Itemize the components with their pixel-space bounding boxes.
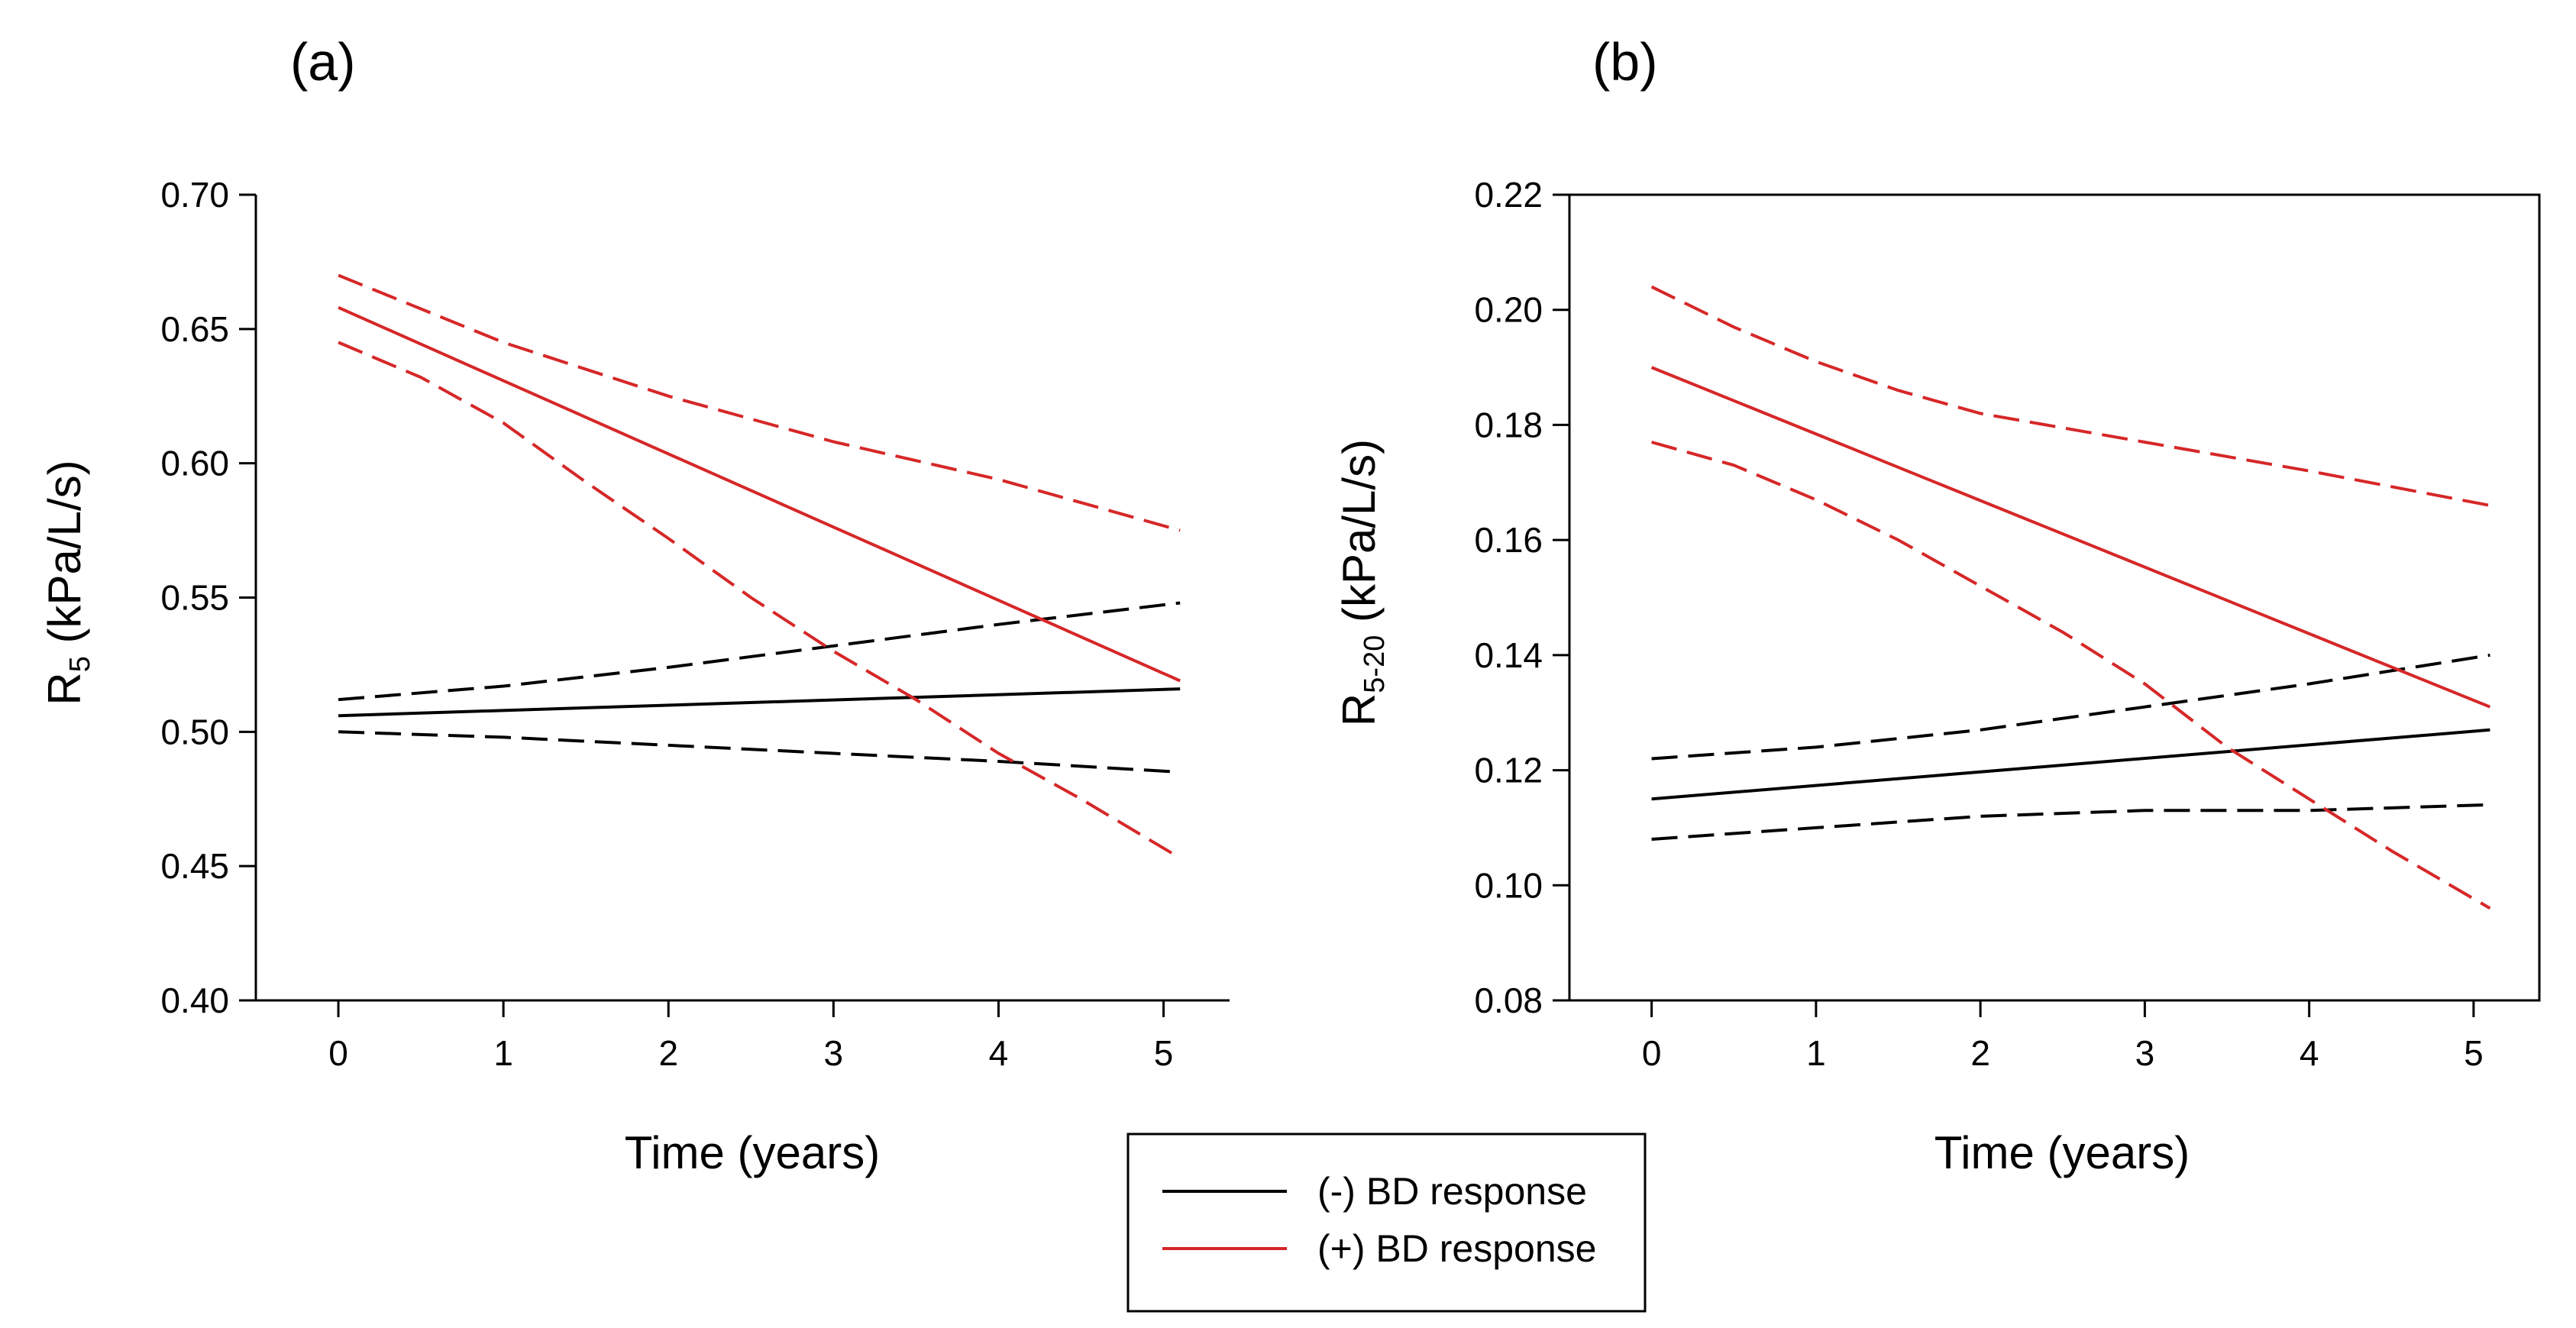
y-tick-label-b: 0.16 — [1474, 520, 1543, 560]
x-tick-label-a: 0 — [328, 1033, 348, 1073]
plot-area-b: 0.08 0.10 0.12 0.14 0.16 0.18 0.20 0.22 0 1 2 3 4 5 — [1474, 175, 2541, 1073]
series-line-b-pos-ci_lower — [1651, 441, 2491, 910]
chart-panel-b: (b) 0.08 0.10 0.12 0.14 0.16 0.18 0.20 0.22 0 1 2 3… — [1333, 32, 2541, 1178]
y-tick-label-b: 0.20 — [1474, 290, 1543, 330]
series-line-b-neg-ci_upper — [1651, 653, 2490, 761]
y-axis-title-b-main: R — [1333, 693, 1385, 726]
legend: (-) BD response (+) BD response — [1126, 1133, 1647, 1313]
x-axis-title-b: Time (years) — [1934, 1127, 2190, 1178]
x-tick-label-b: 3 — [2135, 1033, 2155, 1073]
y-tick-label-a: 0.60 — [160, 444, 229, 483]
y-tick-label-a: 0.55 — [160, 578, 229, 618]
y-axis-title-a-sub: 5 — [64, 656, 96, 672]
chart-panel-a: (a) 0.40 0.45 0.50 0.55 0.60 0.65 0.70 0 1 2 3 4 5 T… — [39, 32, 1230, 1178]
y-tick-label-a: 0.70 — [160, 175, 229, 215]
x-tick-label-a: 2 — [658, 1033, 678, 1073]
series-line-a-pos-ci_lower — [338, 341, 1181, 860]
y-tick-label-b: 0.14 — [1474, 635, 1543, 675]
x-tick-label-b: 0 — [1642, 1033, 1662, 1073]
x-tick-label-a: 3 — [824, 1033, 844, 1073]
series-line-a-pos-ci_upper — [338, 273, 1181, 532]
x-tick-label-a: 5 — [1154, 1033, 1174, 1073]
y-tick-label-b: 0.12 — [1474, 751, 1543, 790]
y-tick-label-b: 0.10 — [1474, 865, 1543, 905]
y-tick-label-a: 0.65 — [160, 309, 229, 349]
series-line-a-pos-fit — [338, 305, 1181, 683]
x-tick-label-a: 4 — [989, 1033, 1009, 1073]
y-tick-label-b: 0.18 — [1474, 405, 1543, 444]
x-tick-label-b: 4 — [2300, 1033, 2319, 1073]
series-line-a-neg-fit — [338, 687, 1181, 718]
x-tick-label-b: 5 — [2464, 1033, 2484, 1073]
y-tick-label-b: 0.08 — [1474, 981, 1543, 1020]
y-tick-label-b: 0.22 — [1474, 175, 1543, 215]
series-line-b-pos-fit — [1650, 366, 2491, 709]
y-tick-label-a: 0.40 — [160, 981, 229, 1020]
y-axis-title-a: R5 (kPa/L/s) — [39, 460, 96, 705]
y-axis-title-a-main: R — [39, 672, 90, 705]
plot-frame-b — [1568, 193, 2541, 1002]
series-line-a-neg-ci_lower — [338, 730, 1181, 774]
series-line-b-neg-ci_lower — [1651, 803, 2490, 841]
y-tick-label-a: 0.50 — [160, 712, 229, 751]
y-tick-label-a: 0.45 — [160, 846, 229, 886]
x-tick-label-b: 1 — [1806, 1033, 1826, 1073]
panel-a-label: (a) — [290, 32, 356, 92]
series-line-a-neg-ci_upper — [338, 601, 1181, 702]
series-line-b-pos-ci_upper — [1650, 285, 2490, 507]
plot-area-a: 0.40 0.45 0.50 0.55 0.60 0.65 0.70 0 1 2 3 4 5 — [160, 175, 1230, 1073]
series-line-b-neg-fit — [1651, 728, 2490, 801]
legend-box — [1126, 1133, 1647, 1313]
y-axis-title-b-unit: (kPa/L/s) — [1333, 439, 1385, 635]
x-tick-label-a: 1 — [493, 1033, 513, 1073]
x-axis-title-a: Time (years) — [625, 1127, 880, 1178]
x-tick-label-b: 2 — [1970, 1033, 1990, 1073]
y-axis-title-b-sub: 5-20 — [1359, 635, 1391, 693]
panel-b-label: (b) — [1592, 32, 1658, 92]
legend-label-neg: (-) BD response — [1317, 1170, 1587, 1213]
y-axis-title-a-unit: (kPa/L/s) — [39, 460, 90, 656]
y-axis-title-b: R5-20 (kPa/L/s) — [1333, 439, 1391, 726]
legend-label-pos: (+) BD response — [1317, 1227, 1596, 1270]
